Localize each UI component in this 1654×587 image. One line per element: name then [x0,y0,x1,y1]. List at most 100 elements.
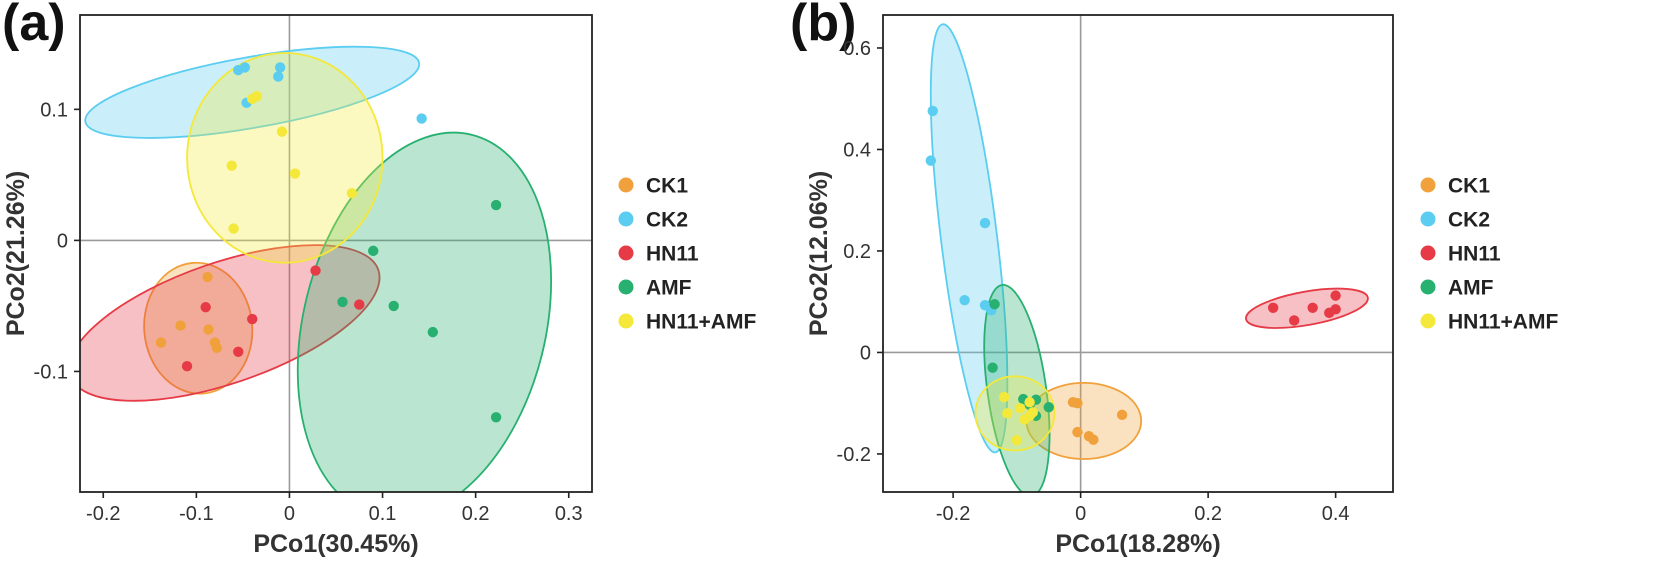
y-tick-label: 0.2 [843,241,871,263]
data-point-ck1 [1116,409,1128,421]
data-point-amf [989,299,1000,310]
x-tick-label: -0.1 [179,503,213,525]
legend-marker [1420,279,1436,295]
data-point-hn11-amf [1002,408,1013,419]
y-tick-label: 0.1 [40,99,68,121]
data-point-hn11 [1330,290,1341,301]
y-tick-label: 0 [57,230,68,252]
data-point-hn11-amf [1014,403,1026,414]
x-tick-label: 0.2 [1194,503,1222,525]
data-point-hn11 [354,299,365,310]
data-point-ck2 [959,294,970,306]
data-point-hn11-amf [276,126,288,137]
confidence-ellipse-hn11 [1245,287,1369,329]
x-tick-label: 0.4 [1322,503,1350,525]
x-tick-label: 0.2 [462,503,490,525]
data-point-ck1 [1072,426,1083,438]
confidence-ellipse-hn11 [80,244,381,402]
plot-frame [882,14,1394,493]
data-point-ck1 [1072,397,1083,409]
data-point-hn11 [310,265,321,276]
data-point-hn11-amf [247,93,258,105]
data-point-hn11-amf [289,168,301,179]
panel-label: (b) [790,0,856,52]
plot-area [883,15,1393,492]
data-point-hn11 [1288,315,1300,326]
x-tick-label: -0.2 [936,503,970,525]
x-tick-label: 0 [284,503,295,525]
y-tick-label: -0.2 [837,444,871,466]
legend-marker [618,211,634,227]
confidence-ellipse-amf [983,284,1051,492]
data-point-hn11-amf [226,160,237,171]
y-axis-title: PCo2(21.26%) [2,171,30,336]
data-point-hn11 [200,302,211,313]
data-point-ck2 [927,105,938,117]
data-point-hn11-amf [346,188,358,199]
legend-label: CK1 [646,175,688,198]
data-point-amf [427,326,439,338]
legend-label: CK2 [646,209,688,232]
legend-label: CK1 [1448,175,1490,198]
data-point-hn11 [233,346,244,357]
legend-marker [618,177,634,193]
confidence-ellipse-ck2 [84,45,421,139]
legend-label: AMF [1448,277,1494,300]
confidence-ellipse-ck2 [929,23,1009,454]
data-point-amf [490,412,502,423]
data-point-hn11 [1307,302,1318,313]
data-point-hn11 [181,360,193,372]
panel-label: (a) [2,0,66,52]
legend-marker [618,245,634,261]
data-point-hn11 [1324,307,1335,319]
data-point-ck1 [211,342,223,354]
legend-label: HN11+AMF [646,311,756,334]
data-point-ck2 [239,62,250,73]
x-tick-label: 0.1 [369,503,397,525]
data-point-ck2 [979,217,991,229]
legend: CK1 CK2 HN11 AMF HN11+AMF [618,175,756,334]
legend-label: CK2 [1448,209,1490,232]
data-point-ck2 [416,113,427,124]
data-point-ck1 [175,320,186,331]
data-point-ck2 [925,155,937,166]
legend-label: HN11 [1448,243,1501,266]
legend-marker [1420,211,1436,227]
y-tick-label: 0.4 [843,139,871,161]
data-point-hn11-amf [1011,435,1023,446]
data-point-amf [490,199,502,211]
legend: CK1 CK2 HN11 AMF HN11+AMF [1420,175,1558,334]
data-point-amf [337,296,348,308]
y-tick-label: -0.1 [34,361,68,383]
data-point-ck2 [274,62,286,73]
x-axis-title: PCo1(18.28%) [1055,530,1220,558]
data-point-amf [987,362,998,373]
plot-frame [79,14,593,493]
panel-b: (b) -0.2 0 0.2 0.4 -0.2 0 0.2 0.4 0.6 PCo1(18.28%)… [790,0,1558,558]
y-tick-label: 0 [860,342,871,364]
confidence-ellipse-amf [296,131,553,492]
data-point-hn11-amf [1024,410,1035,422]
data-point-ck1 [155,337,167,348]
data-point-hn11 [1267,302,1279,313]
legend-marker [1420,245,1436,261]
x-axis-title: PCo1(30.45%) [253,530,418,558]
legend-marker [1420,313,1436,329]
x-tick-label: -0.2 [86,503,120,525]
data-point-amf [368,245,379,257]
x-tick-label: 0 [1075,503,1086,525]
data-point-hn11 [247,313,258,325]
data-point-ck1 [202,271,213,283]
data-point-hn11-amf [1024,396,1035,408]
data-point-hn11-amf [228,223,239,234]
data-point-amf [1043,402,1054,413]
data-point-ck1 [1088,434,1099,445]
x-tick-label: 0.3 [555,503,583,525]
legend-label: AMF [646,277,692,300]
legend-label: HN11+AMF [1448,311,1558,334]
y-tick-label: 0.6 [843,38,871,60]
legend-label: HN11 [646,243,699,266]
confidence-ellipse-hn11-amf [186,52,384,264]
legend-marker [618,313,634,329]
